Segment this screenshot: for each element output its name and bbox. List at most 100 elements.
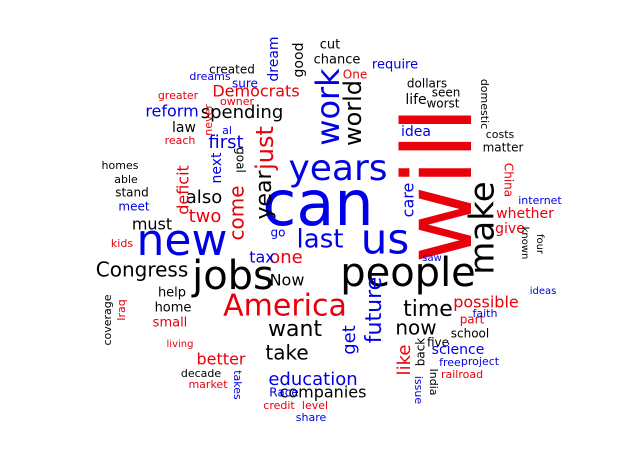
cloud-word: worst xyxy=(426,97,459,111)
cloud-word: meet xyxy=(118,200,149,214)
cloud-word: project xyxy=(461,355,500,368)
cloud-word: work xyxy=(309,68,347,146)
cloud-word: spending xyxy=(201,102,284,123)
cloud-word: care xyxy=(399,183,418,218)
cloud-word: dollars xyxy=(407,77,447,91)
cloud-word: owner xyxy=(220,95,254,108)
cloud-word: kids xyxy=(111,237,133,250)
cloud-word: al xyxy=(222,124,232,137)
cloud-word: Congress xyxy=(96,258,189,282)
cloud-word: go xyxy=(271,226,286,240)
cloud-word: Iraq xyxy=(115,299,128,321)
cloud-word: future xyxy=(362,277,387,343)
cloud-word: back xyxy=(414,338,428,367)
cloud-word: never xyxy=(202,104,215,136)
cloud-word: get xyxy=(339,325,360,355)
cloud-word: ideas xyxy=(530,286,557,297)
cloud-word: dream xyxy=(266,36,282,81)
cloud-word: just xyxy=(251,126,279,171)
cloud-word: Now xyxy=(270,271,305,290)
cloud-word: whether xyxy=(496,206,554,222)
cloud-word: help xyxy=(158,286,186,301)
cloud-word: good xyxy=(291,43,307,78)
cloud-word: give xyxy=(495,221,525,237)
cloud-word: life xyxy=(405,92,426,108)
cloud-word: goal xyxy=(234,147,248,173)
cloud-word: America xyxy=(223,289,347,324)
cloud-word: five xyxy=(427,336,449,350)
cloud-word: deficit xyxy=(174,165,193,215)
cloud-word: education xyxy=(268,369,357,390)
cloud-word: coverage xyxy=(101,294,114,345)
cloud-word: make xyxy=(463,181,503,274)
cloud-word: saw xyxy=(422,253,442,264)
cloud-word: also xyxy=(186,187,222,208)
cloud-word: home xyxy=(155,301,192,316)
cloud-word: issue xyxy=(412,376,425,404)
cloud-word: can xyxy=(262,167,373,240)
cloud-word: Race xyxy=(269,386,298,400)
cloud-word: years xyxy=(288,148,387,189)
cloud-word: free xyxy=(439,356,461,369)
cloud-word: want xyxy=(268,317,322,342)
cloud-word: come xyxy=(225,185,249,240)
cloud-word: world xyxy=(339,80,367,146)
cloud-word: level xyxy=(302,399,328,412)
cloud-word: market xyxy=(188,378,228,391)
cloud-word: possible xyxy=(453,293,519,312)
cloud-word: reform xyxy=(145,102,198,121)
cloud-word: internet xyxy=(518,194,562,207)
cloud-word: homes xyxy=(102,159,139,172)
cloud-word: science xyxy=(432,342,485,358)
cloud-word: sure xyxy=(232,77,258,91)
cloud-word: law xyxy=(172,120,196,136)
cloud-word: India xyxy=(427,369,440,396)
cloud-word: living xyxy=(167,339,194,350)
cloud-word: now xyxy=(395,316,436,340)
cloud-word: small xyxy=(153,316,188,331)
cloud-word: stand xyxy=(115,186,149,200)
cloud-word: us xyxy=(361,215,410,264)
cloud-word: first xyxy=(208,132,243,153)
cloud-word: last xyxy=(297,225,344,255)
cloud-word: must xyxy=(132,215,172,234)
cloud-word: takes xyxy=(231,370,244,400)
cloud-word: school xyxy=(451,327,489,341)
cloud-word: dreams xyxy=(189,70,230,83)
cloud-word: time xyxy=(403,297,453,322)
cloud-word: companies xyxy=(280,383,367,402)
cloud-word: people xyxy=(340,250,476,296)
cloud-word: better xyxy=(197,350,246,369)
cloud-word: faith xyxy=(473,307,498,320)
cloud-word: part xyxy=(460,313,485,327)
cloud-word: four xyxy=(534,234,545,255)
cloud-word: take xyxy=(265,341,308,365)
cloud-word: railroad xyxy=(441,368,483,381)
cloud-word: credit xyxy=(263,399,295,412)
cloud-word: China xyxy=(502,163,516,197)
cloud-word: able xyxy=(114,173,138,186)
cloud-word: jobs xyxy=(191,253,274,299)
cloud-word: One xyxy=(343,68,367,82)
cloud-word: Democrats xyxy=(212,82,299,101)
cloud-word: decade xyxy=(181,367,222,380)
cloud-word: new xyxy=(137,215,228,266)
cloud-word: known xyxy=(519,227,530,260)
cloud-word: costs xyxy=(486,128,515,141)
cloud-word: greater xyxy=(158,89,199,102)
cloud-word: like xyxy=(394,345,415,376)
cloud-word: will xyxy=(384,107,494,264)
cloud-word: two xyxy=(189,206,222,227)
cloud-word: tax xyxy=(249,248,275,267)
cloud-word: seen xyxy=(432,86,461,100)
cloud-word: matter xyxy=(483,141,524,155)
cloud-word: domestic xyxy=(478,79,491,129)
cloud-word: cut xyxy=(320,38,340,53)
cloud-word: one xyxy=(269,247,303,268)
cloud-word: require xyxy=(372,58,418,73)
cloud-word: chance xyxy=(314,53,361,68)
cloud-word: reach xyxy=(165,134,196,147)
cloud-word: created xyxy=(209,63,255,77)
cloud-word: year xyxy=(252,170,277,220)
